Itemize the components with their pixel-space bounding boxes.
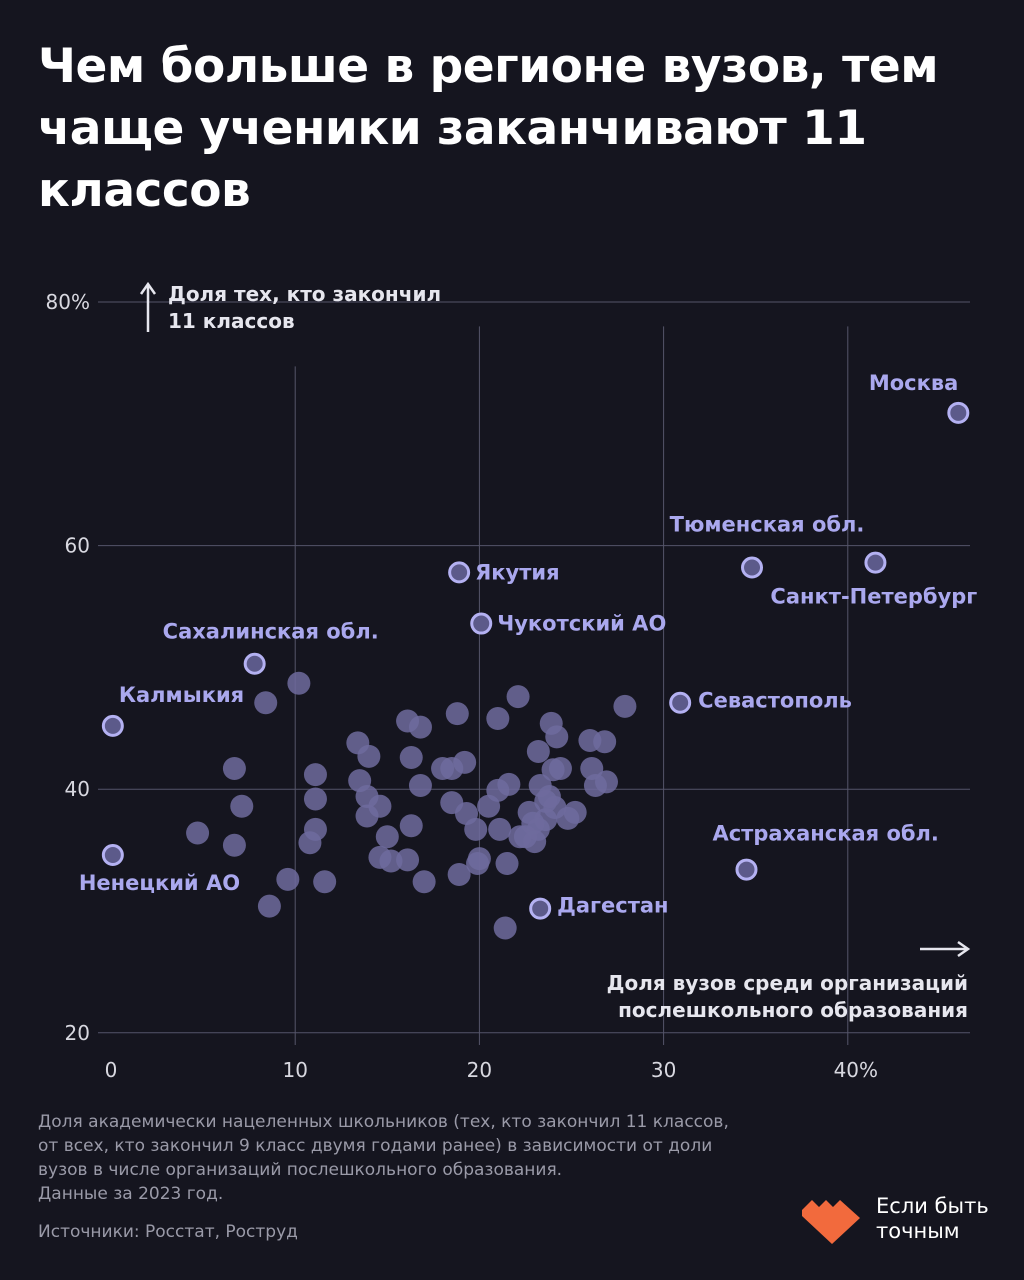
data-point	[447, 862, 471, 886]
y-tick-label: 20	[65, 1021, 90, 1045]
data-point	[254, 691, 278, 715]
data-point	[303, 787, 327, 811]
data-point	[222, 756, 246, 780]
data-point	[495, 851, 519, 875]
data-point	[313, 870, 337, 894]
data-point	[506, 685, 530, 709]
y-axis-label-line-1: Доля тех, кто закончил	[168, 282, 441, 306]
data-point	[534, 808, 558, 832]
data-point	[486, 707, 510, 731]
data-points	[186, 671, 637, 940]
heart-logo-icon	[802, 1200, 860, 1244]
highlighted-point	[448, 561, 471, 584]
point-label: Якутия	[475, 560, 559, 584]
chart-title: Чем больше в регионе вузов, тем чаще уче…	[38, 39, 939, 218]
data-point	[357, 744, 381, 768]
y-tick-label: 60	[65, 534, 90, 558]
x-tick-label: 10	[282, 1058, 307, 1082]
highlighted-point	[101, 714, 124, 737]
x-tick-label: 40%	[834, 1058, 878, 1082]
data-point	[408, 715, 432, 739]
data-point	[303, 763, 327, 787]
data-point	[396, 848, 420, 872]
data-point	[493, 916, 517, 940]
x-tick-label: 20	[467, 1058, 492, 1082]
y-axis-label-line-2: 11 классов	[168, 309, 295, 333]
y-tick-label: 80%	[46, 290, 90, 314]
data-point	[523, 830, 547, 854]
point-label: Астраханская обл.	[712, 822, 938, 846]
highlighted-point	[529, 897, 552, 920]
chart-note: Доля академически нацеленных школьников …	[38, 1110, 758, 1206]
y-tick-label: 40	[65, 777, 90, 801]
data-point	[583, 774, 607, 798]
point-label: Чукотский АО	[497, 612, 666, 636]
data-point	[276, 867, 300, 891]
grid	[98, 301, 970, 1045]
highlighted-point	[947, 401, 970, 424]
point-label: Санкт-Петербург	[770, 585, 977, 609]
data-point	[368, 794, 392, 818]
data-point	[563, 800, 587, 824]
data-point	[477, 794, 501, 818]
data-point	[379, 849, 403, 873]
note-text: Доля академически нацеленных школьников …	[38, 1112, 729, 1204]
data-point	[298, 831, 322, 855]
data-point	[466, 851, 490, 875]
data-point	[548, 756, 572, 780]
highlighted-point	[741, 556, 764, 579]
highlighted-point	[243, 652, 266, 675]
highlighted-point	[470, 612, 493, 635]
data-point	[453, 750, 477, 774]
data-point	[230, 794, 254, 818]
data-point	[593, 730, 617, 754]
data-point	[375, 825, 399, 849]
data-point	[613, 694, 637, 718]
data-point	[464, 817, 488, 841]
tick-labels: 20 40 60 80% 0 10 20 30 40%	[46, 290, 878, 1082]
x-tick-label: 0	[105, 1058, 118, 1082]
point-label: Москва	[869, 371, 959, 395]
point-label: Сахалинская обл.	[163, 620, 379, 644]
data-point	[222, 833, 246, 857]
data-point	[257, 894, 281, 918]
point-label: Севастополь	[698, 689, 852, 713]
data-point	[287, 671, 311, 695]
data-point	[545, 725, 569, 749]
x-axis-label-line-1: Доля вузов среди организаций	[607, 971, 968, 995]
logo-text: Если быть точным	[876, 1194, 989, 1243]
highlighted-point	[735, 858, 758, 881]
data-point	[186, 821, 210, 845]
logo: Если быть точным	[800, 1194, 989, 1244]
scatter-chart: 20 40 60 80% 0 10 20 30 40% Доля тех, кто законч…	[46, 281, 977, 1082]
highlighted-points: Москва Тюменская обл. Санкт-Петербург Якути…	[79, 371, 977, 920]
x-tick-label: 30	[651, 1058, 676, 1082]
data-point	[399, 746, 423, 770]
highlighted-point	[864, 551, 887, 574]
point-label: Калмыкия	[119, 683, 244, 707]
point-label: Дагестан	[557, 894, 668, 918]
data-point	[445, 702, 469, 726]
data-point	[399, 814, 423, 838]
y-axis-arrow-head-icon	[139, 281, 157, 295]
point-label: Ненецкий АО	[79, 871, 240, 895]
source-text: Источники: Росстат, Роструд	[38, 1222, 298, 1242]
y-axis-label: Доля тех, кто закончил 11 классов	[139, 281, 441, 333]
data-point	[488, 817, 512, 841]
highlighted-point	[101, 843, 124, 866]
x-axis-arrow-head-icon	[957, 940, 971, 958]
highlighted-point	[669, 691, 692, 714]
x-axis-label: Доля вузов среди организаций послешкольн…	[607, 940, 971, 1022]
data-point	[534, 789, 558, 813]
x-axis-label-line-2: послешкольного образования	[618, 998, 968, 1022]
data-point	[526, 739, 550, 763]
point-label: Тюменская обл.	[670, 513, 865, 537]
data-point	[408, 774, 432, 798]
data-point	[412, 870, 436, 894]
